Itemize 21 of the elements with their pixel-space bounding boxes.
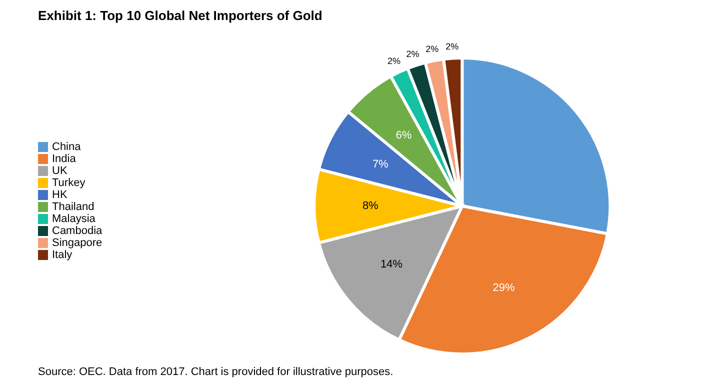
legend-label: HK <box>52 188 68 200</box>
legend-label: Thailand <box>52 200 94 212</box>
data-label: 2% <box>406 48 420 59</box>
data-label: 8% <box>362 200 379 212</box>
data-label: 2% <box>388 56 401 66</box>
legend-label: China <box>52 140 81 152</box>
legend-label: Cambodia <box>52 224 102 236</box>
source-note: Source: OEC. Data from 2017. Chart is provided for illustrative purposes. <box>38 366 394 378</box>
legend-label: Malaysia <box>52 212 96 224</box>
legend-label: Turkey <box>52 176 86 188</box>
data-label: 6% <box>396 129 412 142</box>
legend-label: India <box>52 152 76 164</box>
legend-label: UK <box>52 164 68 176</box>
data-label: 7% <box>372 158 389 170</box>
legend-label: Singapore <box>52 236 102 248</box>
data-label: 14% <box>380 258 403 270</box>
chart-title: Exhibit 1: Top 10 Global Net Importers of Gold <box>38 8 322 23</box>
legend-label: Italy <box>52 248 72 260</box>
data-label: 2% <box>426 44 439 54</box>
data-label: 2% <box>446 41 459 52</box>
data-label: 29% <box>492 282 516 294</box>
